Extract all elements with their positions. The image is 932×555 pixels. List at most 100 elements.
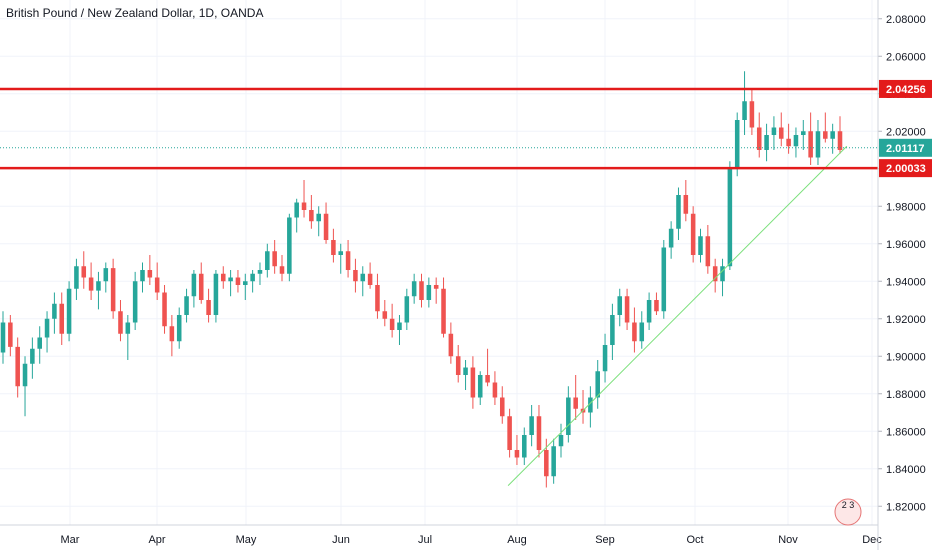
- candle-body: [499, 397, 505, 417]
- candle-body: [793, 135, 799, 147]
- candle-body: [808, 131, 813, 158]
- candle-body: [169, 326, 175, 342]
- candle: [132, 271, 138, 330]
- candle-body: [455, 356, 461, 375]
- candle: [176, 307, 182, 349]
- candle-body: [272, 251, 277, 267]
- y-tick-label: 1.82000: [886, 501, 926, 513]
- candle: [705, 225, 711, 274]
- y-tick-label: 2.02000: [886, 126, 926, 138]
- candle: [830, 123, 835, 154]
- candle: [727, 161, 733, 270]
- candle: [220, 266, 226, 289]
- candle: [654, 292, 659, 315]
- candle: [712, 258, 718, 293]
- candle-body: [411, 281, 417, 297]
- candle-body: [771, 127, 777, 135]
- candle: [88, 262, 94, 300]
- candle-body: [389, 318, 395, 330]
- candle: [690, 206, 696, 263]
- candle: [375, 273, 380, 319]
- candle-body: [147, 270, 153, 278]
- candle: [529, 405, 534, 447]
- candle: [8, 315, 13, 357]
- candle-body: [529, 416, 534, 435]
- candle-body: [470, 367, 476, 398]
- candle: [610, 303, 615, 360]
- candle-body: [287, 217, 292, 274]
- candle: [595, 360, 600, 409]
- candle: [162, 285, 167, 334]
- candle: [683, 180, 689, 222]
- candle: [15, 337, 20, 398]
- candle: [514, 435, 520, 465]
- candle: [801, 120, 806, 150]
- candle: [389, 303, 395, 338]
- candle-body: [448, 333, 454, 357]
- candle: [345, 240, 351, 278]
- candle-body: [140, 270, 145, 282]
- candle-body: [683, 195, 689, 214]
- candle-body: [382, 311, 388, 319]
- candle: [147, 255, 153, 285]
- candle-body: [37, 337, 42, 349]
- candle: [243, 273, 248, 300]
- candle: [764, 123, 769, 162]
- candle-body: [712, 266, 718, 282]
- candle: [823, 112, 828, 143]
- candle: [257, 262, 263, 285]
- last-price-label: 2.01117: [886, 143, 925, 155]
- candle-body: [676, 195, 681, 229]
- candle-body: [441, 288, 446, 334]
- candle-body: [375, 285, 380, 312]
- candle-body: [522, 435, 527, 458]
- y-tick-label: 1.86000: [886, 426, 926, 438]
- candle-body: [110, 268, 116, 312]
- candle-body: [367, 273, 373, 285]
- candle: [441, 277, 446, 338]
- candle-body: [551, 446, 556, 477]
- candle: [110, 258, 116, 319]
- y-tick-label: 1.92000: [886, 314, 926, 326]
- candle: [522, 427, 527, 465]
- candle: [228, 270, 233, 297]
- candle-body: [492, 382, 498, 398]
- candle-body: [66, 288, 72, 334]
- y-tick-label: 1.94000: [886, 276, 926, 288]
- candle-body: [103, 268, 109, 282]
- candle: [433, 277, 439, 304]
- candle-body: [668, 228, 674, 248]
- candle-body: [815, 131, 821, 158]
- x-tick-label: Aug: [507, 534, 527, 546]
- candle-body: [198, 273, 204, 300]
- candle: [323, 202, 329, 244]
- candle-body: [250, 273, 255, 282]
- candle: [272, 240, 277, 274]
- candle-body: [81, 266, 87, 278]
- candle: [411, 273, 417, 304]
- candle-body: [639, 322, 645, 342]
- candle-body: [22, 363, 28, 387]
- candle: [96, 271, 101, 310]
- candle-body: [778, 127, 784, 139]
- candle: [37, 326, 42, 364]
- candle-body: [734, 120, 740, 169]
- y-tick-label: 1.84000: [886, 464, 926, 476]
- x-tick-label: Sep: [595, 534, 615, 546]
- candle: [353, 258, 358, 293]
- candle: [492, 371, 498, 405]
- candle-body: [243, 281, 248, 285]
- candle: [551, 438, 556, 484]
- candle: [470, 356, 476, 409]
- candle: [404, 288, 410, 330]
- candle: [316, 206, 321, 237]
- x-tick-label: Apr: [148, 534, 165, 546]
- candle: [74, 258, 79, 300]
- candle-body: [727, 168, 733, 267]
- candle-body: [617, 296, 623, 315]
- candle-body: [602, 345, 608, 372]
- candle-body: [705, 236, 711, 267]
- candle-body: [0, 322, 6, 353]
